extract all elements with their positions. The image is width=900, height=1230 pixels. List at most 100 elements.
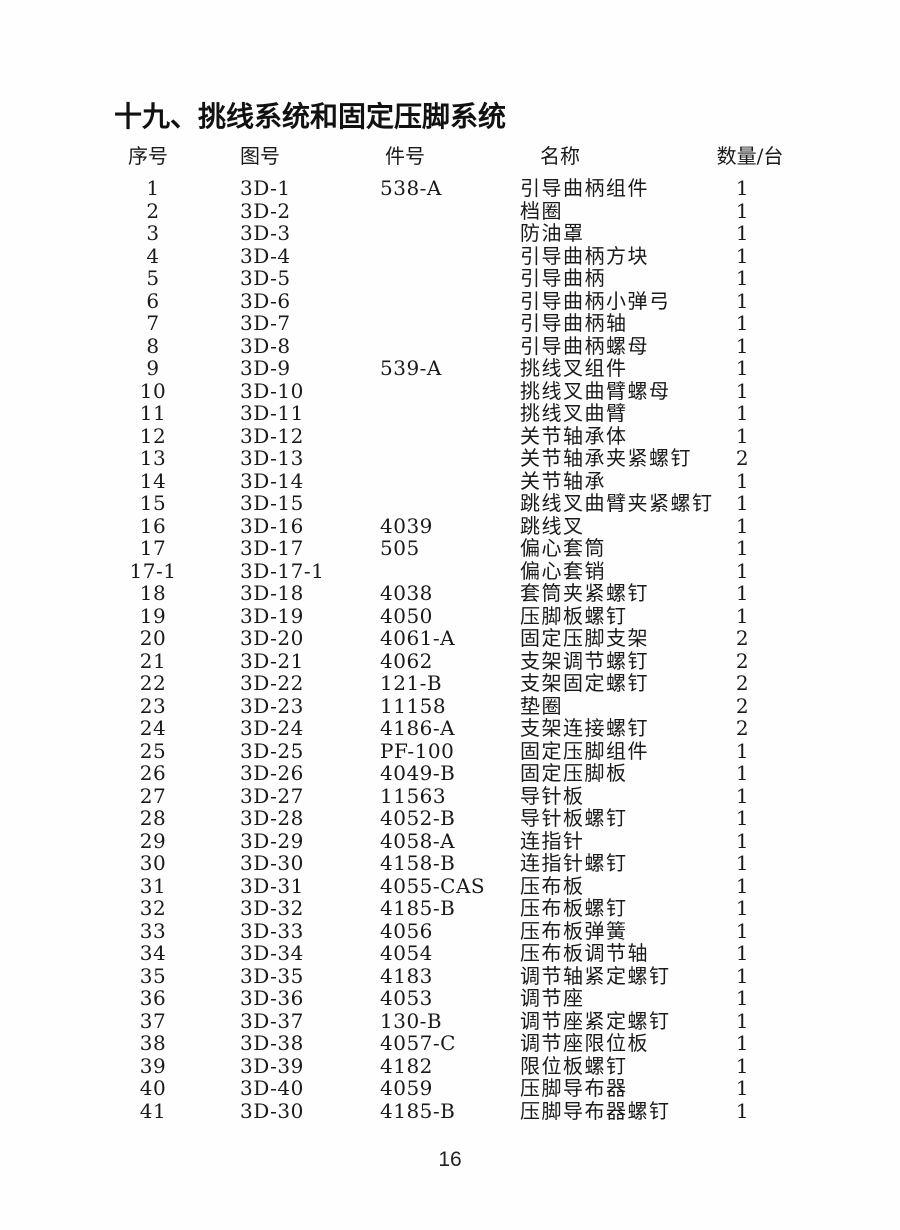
serial-number-cell: 34 <box>139 941 167 965</box>
serial-number-cell: 23 <box>139 693 167 718</box>
serial-number-cell: 13 <box>139 446 167 470</box>
figure-number-cell: 3D-32 <box>240 896 304 920</box>
part-number-cell: 11158 <box>380 693 447 718</box>
quantity-cell: 1 <box>735 536 750 560</box>
part-number-cell: 11563 <box>380 783 447 808</box>
quantity-cell: 1 <box>735 333 750 358</box>
table-row: 27 3D-27 11563 导针板 1 <box>0 783 900 808</box>
figure-number-cell: 3D-5 <box>240 266 291 290</box>
quantity-cell: 1 <box>735 603 750 628</box>
figure-number-cell: 3D-24 <box>240 716 304 740</box>
part-name-cell: 压脚导布器螺钉 <box>520 1098 671 1123</box>
part-number-cell <box>380 492 520 515</box>
figure-number-cell: 3D-8 <box>240 333 291 358</box>
table-row: 17 3D-17 505 偏心套筒 1 <box>0 537 900 560</box>
serial-number-cell: 2 <box>146 198 160 223</box>
table-row: 5 3D-5 引导曲柄 1 <box>0 267 900 290</box>
quantity-cell: 1 <box>735 468 750 493</box>
quantity-cell: 1 <box>735 896 750 920</box>
figure-number-cell: 3D-27 <box>240 783 304 808</box>
part-number-cell: 4158-B <box>380 851 456 875</box>
part-name-cell: 调节座限位板 <box>520 1031 649 1055</box>
table-row: 34 3D-34 4054 压布板调节轴 1 <box>0 942 900 965</box>
figure-number-cell: 3D-7 <box>240 311 291 335</box>
table-row: 20 3D-20 4061-A 固定压脚支架 2 <box>0 627 900 650</box>
figure-number-cell: 3D-26 <box>240 761 304 785</box>
header-part-number: 件号 <box>385 144 425 168</box>
table-row: 35 3D-35 4183 调节轴紧定螺钉 1 <box>0 963 900 988</box>
part-name-cell: 调节座 <box>520 986 585 1010</box>
header-quantity: 数量/台 <box>716 144 784 168</box>
table-row: 7 3D-7 引导曲柄轴 1 <box>0 312 900 335</box>
serial-number-cell: 21 <box>139 648 167 673</box>
table-row: 30 3D-30 4158-B 连指针螺钉 1 <box>0 852 900 875</box>
serial-number-cell: 28 <box>139 806 167 830</box>
table-row: 12 3D-12 关节轴承体 1 <box>0 423 900 448</box>
quantity-cell: 1 <box>735 558 750 583</box>
serial-number-cell: 20 <box>139 626 167 650</box>
table-row: 37 3D-37 130-B 调节座紧定螺钉 1 <box>0 1008 900 1033</box>
part-number-cell <box>380 380 520 403</box>
part-number-cell: 4050 <box>380 603 433 628</box>
figure-number-cell: 3D-22 <box>240 671 304 695</box>
quantity-cell: 2 <box>735 671 750 695</box>
page-title: 十九、挑线系统和固定压脚系统 <box>114 101 507 132</box>
table-row: 23 3D-23 11158 垫圈 2 <box>0 693 900 718</box>
table-row: 15 3D-15 跳线叉曲臂夹紧螺钉 1 <box>0 492 900 515</box>
part-number-cell <box>380 267 520 290</box>
part-name-cell: 套筒夹紧螺钉 <box>520 581 649 605</box>
serial-number-cell: 40 <box>139 1076 167 1100</box>
part-number-cell: 4183 <box>380 963 433 988</box>
part-name-cell: 跳线叉 <box>520 513 585 538</box>
figure-number-cell: 3D-30 <box>240 1098 304 1123</box>
quantity-cell: 1 <box>735 378 750 403</box>
part-name-cell: 支架固定螺钉 <box>520 671 649 695</box>
part-name-cell: 支架调节螺钉 <box>520 648 649 673</box>
figure-number-cell: 3D-20 <box>240 626 304 650</box>
figure-number-cell: 3D-37 <box>240 1008 304 1033</box>
figure-number-cell: 3D-19 <box>240 603 304 628</box>
quantity-cell: 1 <box>735 243 750 268</box>
serial-number-cell: 38 <box>139 1031 167 1055</box>
figure-number-cell: 3D-38 <box>240 1031 304 1055</box>
table-row: 18 3D-18 4038 套筒夹紧螺钉 1 <box>0 582 900 605</box>
figure-number-cell: 3D-30 <box>240 851 304 875</box>
quantity-cell: 1 <box>735 986 750 1010</box>
figure-number-cell: 3D-16 <box>240 513 304 538</box>
table-row: 28 3D-28 4052-B 导针板螺钉 1 <box>0 807 900 830</box>
serial-number-cell: 25 <box>139 738 167 763</box>
part-name-cell: 跳线叉曲臂夹紧螺钉 <box>520 491 714 515</box>
table-row: 17-1 3D-17-1 偏心套销 1 <box>0 558 900 583</box>
serial-number-cell: 32 <box>139 896 167 920</box>
table-row: 21 3D-21 4062 支架调节螺钉 2 <box>0 648 900 673</box>
serial-number-cell: 12 <box>139 423 167 448</box>
table-row: 3 3D-3 防油罩 1 <box>0 222 900 245</box>
quantity-cell: 1 <box>735 581 750 605</box>
serial-number-cell: 8 <box>146 333 160 358</box>
part-name-cell: 档圈 <box>520 198 563 223</box>
serial-number-cell: 10 <box>139 378 167 403</box>
part-number-cell: 4054 <box>380 941 433 965</box>
part-name-cell: 关节轴承夹紧螺钉 <box>520 446 692 470</box>
part-name-cell: 导针板螺钉 <box>520 806 628 830</box>
table-row: 39 3D-39 4182 限位板螺钉 1 <box>0 1053 900 1078</box>
part-name-cell: 调节轴紧定螺钉 <box>520 963 671 988</box>
part-name-cell: 引导曲柄 <box>520 266 606 290</box>
serial-number-cell: 6 <box>146 288 160 313</box>
part-number-cell: 4057-C <box>380 1031 456 1055</box>
figure-number-cell: 3D-39 <box>240 1053 304 1078</box>
part-name-cell: 挑线叉曲臂 <box>520 401 628 425</box>
quantity-cell: 2 <box>735 446 750 470</box>
part-number-cell <box>380 402 520 425</box>
part-number-cell: 4049-B <box>380 761 456 785</box>
figure-number-cell: 3D-3 <box>240 221 291 245</box>
header-figure-number: 图号 <box>240 144 280 168</box>
part-number-cell: 4185-B <box>380 896 456 920</box>
part-number-cell <box>380 312 520 335</box>
serial-number-cell: 30 <box>139 851 167 875</box>
figure-number-cell: 3D-23 <box>240 693 304 718</box>
table-row: 16 3D-16 4039 跳线叉 1 <box>0 513 900 538</box>
quantity-cell: 1 <box>735 491 750 515</box>
table-row: 41 3D-30 4185-B 压脚导布器螺钉 1 <box>0 1098 900 1123</box>
part-number-cell: 4039 <box>380 513 433 538</box>
